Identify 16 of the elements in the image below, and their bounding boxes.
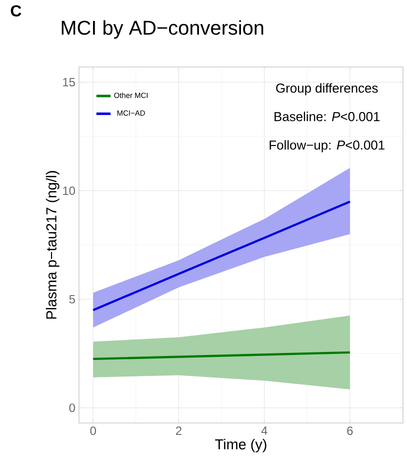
y-tick-label: 15 (63, 78, 75, 86)
x-axis-title: Time (y) (215, 438, 266, 452)
y-tick-label: 0 (69, 404, 76, 412)
x-tick-label: 2 (176, 426, 182, 435)
annotation: Group differences (276, 83, 378, 96)
x-tick-label: 4 (261, 426, 268, 435)
x-tick-label: 0 (90, 426, 96, 435)
y-tick-label: 10 (63, 186, 76, 195)
text: C (10, 5, 22, 16)
line-series (92, 200, 352, 312)
annotation: Baseline: P<0.001 (274, 112, 380, 122)
y-axis-title: Plasma p−tau217 (ng/l) (46, 171, 60, 319)
annotation: Follow−up: P<0.001 (270, 140, 384, 152)
chart-title: MCI by AD−conversion (62, 20, 264, 39)
y-tick-label: 5 (69, 295, 75, 304)
x-tick-label: 6 (347, 426, 353, 435)
